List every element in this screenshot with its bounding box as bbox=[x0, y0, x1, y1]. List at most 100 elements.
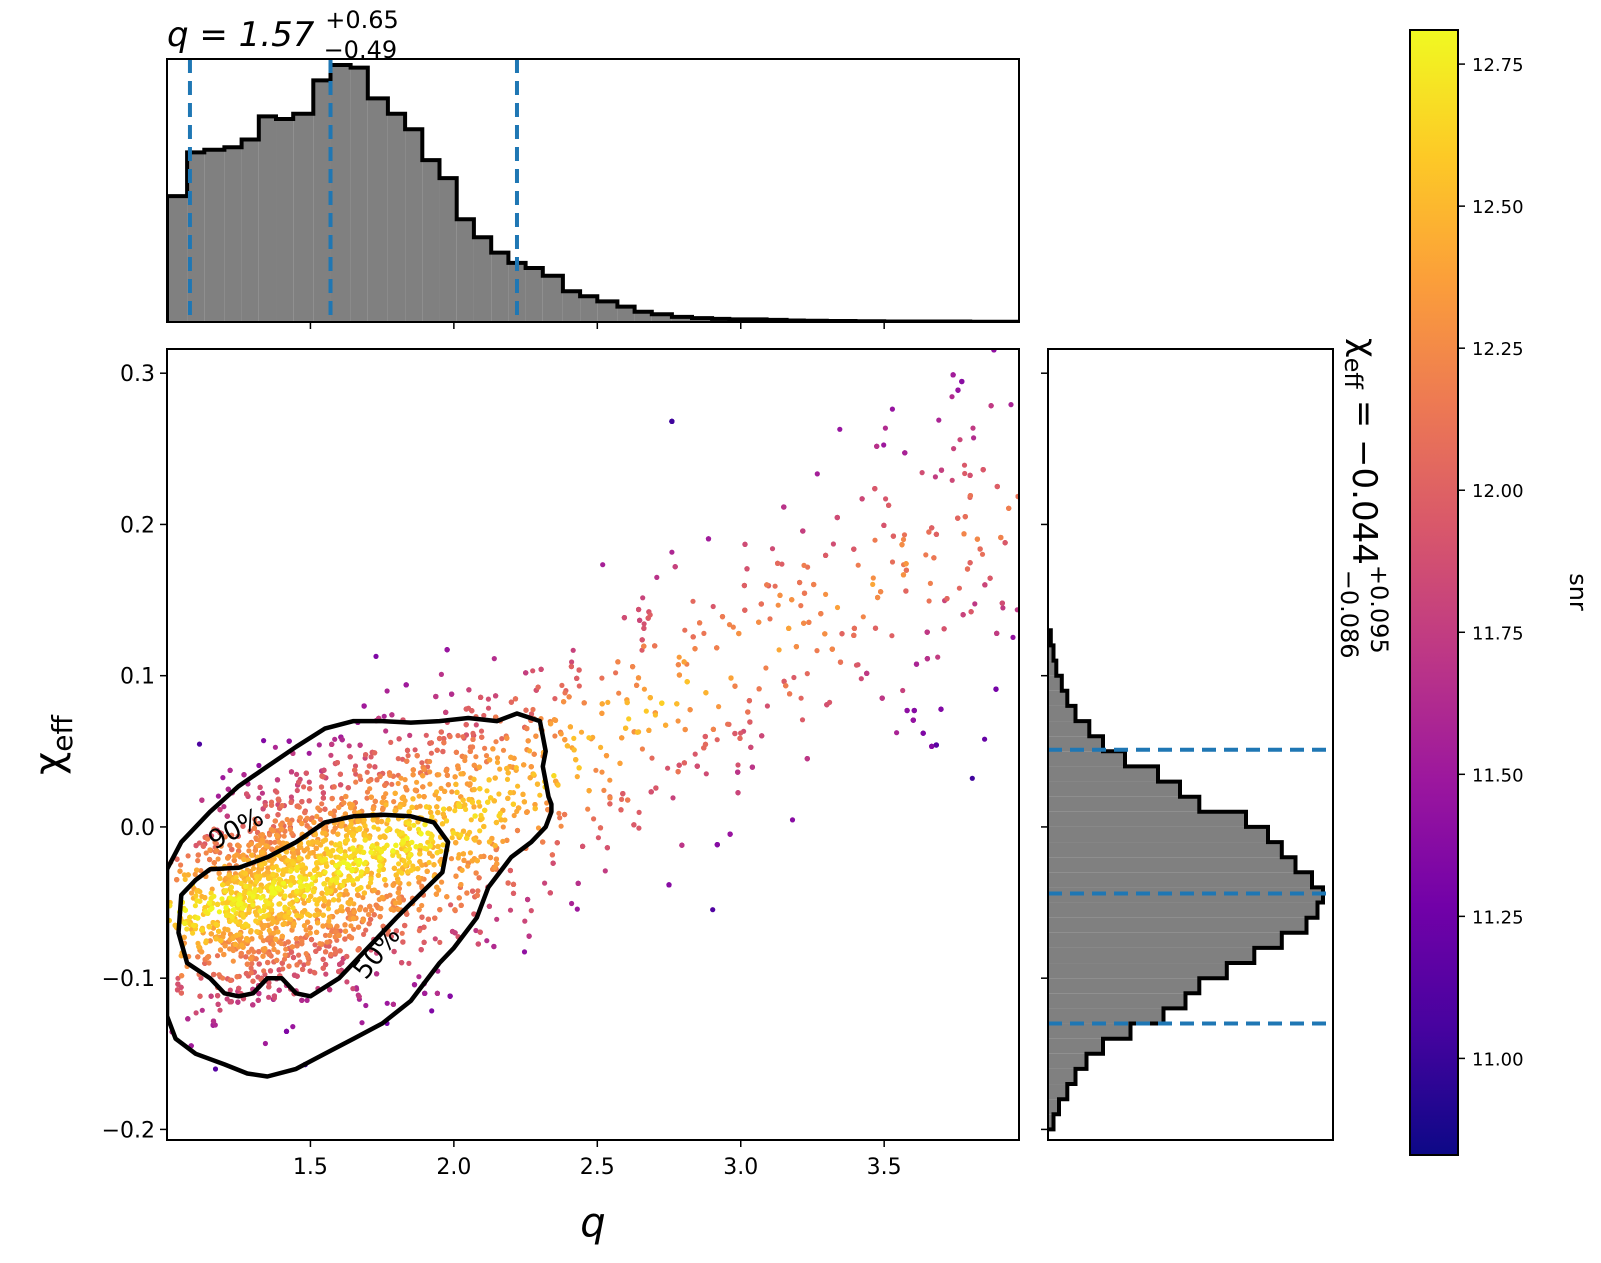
scatter-point bbox=[334, 923, 340, 930]
scatter-point bbox=[306, 798, 312, 804]
scatter-point bbox=[259, 790, 265, 796]
scatter-point bbox=[360, 894, 366, 901]
scatter-point bbox=[412, 747, 418, 753]
q-histogram-bar bbox=[293, 113, 314, 322]
q-histogram-title: q = 1.57 +0.65 −0.49 bbox=[167, 0, 410, 64]
scatter-point bbox=[444, 772, 450, 778]
scatter-point bbox=[933, 531, 940, 537]
scatter-point bbox=[607, 777, 613, 783]
scatter-point bbox=[818, 611, 824, 617]
scatter-point bbox=[305, 960, 311, 966]
scatter-point bbox=[321, 767, 327, 773]
scatter-point bbox=[364, 795, 370, 801]
scatter-point bbox=[682, 627, 688, 633]
scatter-point bbox=[903, 567, 910, 573]
scatter-point bbox=[1014, 607, 1019, 613]
scatter-point bbox=[406, 960, 412, 967]
scatter-point bbox=[641, 686, 648, 692]
scatter-point bbox=[256, 795, 262, 801]
scatter-point bbox=[911, 707, 917, 714]
scatter-point bbox=[878, 589, 884, 595]
scatter-point bbox=[395, 878, 401, 885]
scatter-point bbox=[333, 949, 339, 956]
scatter-point bbox=[368, 794, 374, 800]
scatter-point bbox=[419, 760, 425, 766]
scatter-point bbox=[294, 787, 300, 794]
scatter-point bbox=[964, 566, 971, 572]
scatter-point bbox=[716, 704, 722, 710]
scatter-point bbox=[956, 585, 963, 591]
scatter-point bbox=[194, 867, 200, 873]
scatter-point bbox=[185, 1016, 191, 1022]
scatter-point bbox=[791, 674, 797, 681]
scatter-point bbox=[759, 733, 765, 739]
scatter-point bbox=[505, 880, 511, 886]
scatter-point bbox=[970, 425, 976, 431]
scatter-point bbox=[1010, 634, 1016, 641]
scatter-point bbox=[471, 911, 477, 917]
scatter-point bbox=[421, 939, 427, 946]
scatter-point bbox=[459, 867, 465, 873]
scatter-point bbox=[211, 826, 217, 832]
scatter-point bbox=[562, 737, 568, 743]
scatter-point bbox=[288, 769, 295, 775]
scatter-point bbox=[413, 804, 420, 810]
scatter-point bbox=[366, 778, 372, 784]
scatter-point bbox=[299, 799, 305, 805]
scatter-point bbox=[206, 960, 212, 966]
scatter-point bbox=[272, 744, 278, 750]
scatter-point bbox=[634, 682, 640, 688]
q-histogram-bar bbox=[617, 306, 635, 322]
scatter-point bbox=[477, 929, 483, 935]
scatter-point bbox=[524, 725, 530, 732]
scatter-point bbox=[687, 707, 693, 713]
scatter-point bbox=[923, 552, 929, 558]
scatter-point bbox=[380, 806, 386, 813]
scatter-point bbox=[374, 777, 380, 783]
scatter-point bbox=[547, 890, 553, 896]
q-histogram-bar bbox=[422, 160, 440, 322]
scatter-point bbox=[851, 632, 857, 639]
scatter-point bbox=[493, 856, 499, 862]
scatter-point bbox=[224, 813, 230, 819]
scatter-point bbox=[599, 769, 605, 775]
scatter-point bbox=[363, 907, 369, 913]
scatter-point bbox=[379, 818, 385, 825]
scatter-point bbox=[347, 754, 353, 760]
scatter-point bbox=[690, 598, 696, 604]
scatter-point bbox=[453, 749, 459, 755]
scatter-point bbox=[463, 706, 469, 712]
scatter-point bbox=[235, 833, 241, 839]
scatter-point bbox=[508, 699, 514, 705]
scatter-point bbox=[271, 946, 277, 953]
scatter-point bbox=[294, 973, 300, 979]
scatter-point bbox=[278, 826, 284, 832]
scatter-point bbox=[681, 659, 687, 665]
scatter-point bbox=[198, 975, 204, 981]
scatter-point bbox=[208, 931, 214, 937]
scatter-point bbox=[417, 859, 423, 865]
scatter-point bbox=[476, 875, 482, 881]
scatter-point bbox=[360, 918, 366, 924]
scatter-point bbox=[449, 928, 456, 935]
scatter-point bbox=[427, 758, 433, 765]
scatter-point bbox=[935, 654, 941, 660]
scatter-point bbox=[528, 764, 534, 770]
scatter-point bbox=[494, 861, 500, 867]
scatter-point bbox=[551, 717, 558, 723]
scatter-point bbox=[945, 311, 950, 316]
scatter-point bbox=[676, 762, 682, 768]
scatter-point bbox=[444, 894, 450, 900]
scatter-point bbox=[675, 718, 681, 724]
scatter-point bbox=[189, 890, 195, 896]
scatter-point bbox=[455, 855, 461, 861]
scatter-point bbox=[475, 941, 481, 947]
scatter-point bbox=[473, 870, 479, 876]
scatter-point bbox=[374, 950, 380, 956]
scatter-point bbox=[355, 924, 362, 930]
scatter-point bbox=[789, 817, 796, 823]
scatter-point bbox=[393, 928, 399, 934]
scatter-point bbox=[241, 772, 247, 778]
scatter-point bbox=[521, 762, 527, 768]
scatter-point bbox=[772, 583, 778, 589]
